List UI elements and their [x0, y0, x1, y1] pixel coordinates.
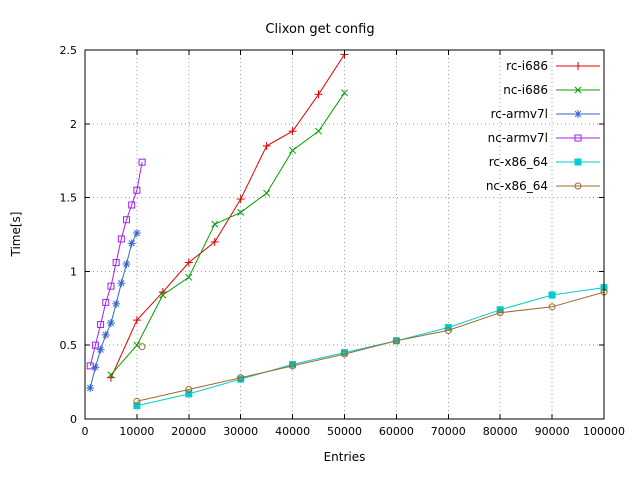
y-tick-label: 0: [70, 413, 77, 426]
y-tick-label: 1: [70, 265, 77, 278]
x-tick-label: 30000: [223, 425, 258, 438]
data-point-marker: [102, 331, 109, 339]
series-markers-nc-armv7l: [86, 158, 146, 370]
y-tick-label: 2.5: [60, 44, 78, 57]
x-tick-label: 70000: [431, 425, 466, 438]
legend-label-rc-i686: rc-i686: [506, 59, 548, 73]
legend-entry-nc-armv7l: nc-armv7l: [488, 131, 600, 145]
x-tick-label: 50000: [327, 425, 362, 438]
data-point-marker: [118, 280, 125, 287]
legend-label-nc-x86_64: nc-x86_64: [486, 179, 548, 193]
data-point-marker: [123, 260, 130, 268]
legend-sample-marker-nc-i686: [574, 86, 582, 94]
data-point-marker: [86, 384, 94, 392]
legend-entry-rc-armv7l: rc-armv7l: [491, 107, 600, 121]
x-tick-label: 80000: [483, 425, 518, 438]
data-point-marker: [112, 300, 120, 308]
legend-label-rc-x86_64: rc-x86_64: [489, 155, 548, 169]
y-axis-label: Time[s]: [9, 211, 23, 257]
y-tick-label: 1.5: [60, 192, 78, 205]
legend-sample-marker-rc-x86_64: [574, 158, 582, 166]
data-point-marker: [133, 341, 141, 349]
data-point-marker: [107, 319, 115, 327]
series-markers-rc-armv7l: [86, 229, 141, 393]
data-point-marker: [289, 362, 297, 370]
data-point-marker: [133, 229, 141, 237]
x-tick-label: 20000: [171, 425, 206, 438]
legend-sample-marker-nc-x86_64: [574, 182, 582, 190]
data-point-marker: [128, 201, 136, 209]
data-point-marker: [237, 374, 245, 382]
x-tick-label: 60000: [379, 425, 414, 438]
legend-sample-marker-rc-armv7l: [574, 110, 582, 118]
data-point-marker: [112, 259, 120, 267]
data-point-marker: [548, 291, 556, 299]
data-point-marker: [289, 146, 297, 154]
series-rc-armv7l: [86, 229, 141, 393]
data-point-marker: [138, 158, 146, 166]
legend: rc-i686 nc-i686 rc-armv7l nc-armv7l rc-x86_6…: [486, 59, 600, 193]
data-point-marker: [102, 298, 110, 306]
data-point-marker: [107, 282, 115, 290]
x-tick-label: 40000: [275, 425, 310, 438]
x-tick-label: 90000: [535, 425, 570, 438]
data-point-marker-outlier: [138, 343, 146, 351]
series-line-nc-x86_64: [136, 291, 605, 402]
series-line-rc-i686: [110, 54, 345, 378]
data-point-marker: [341, 350, 348, 358]
legend-entry-nc-i686: nc-i686: [503, 83, 600, 97]
x-axis-label: Entries: [323, 450, 366, 464]
data-point-marker: [185, 273, 193, 281]
series-line-nc-armv7l: [89, 162, 143, 367]
series-line-rc-x86_64: [136, 287, 605, 407]
data-point-marker: [117, 235, 125, 243]
y-tick-label: 2: [70, 118, 77, 131]
legend-entry-rc-x86_64: rc-x86_64: [489, 155, 600, 169]
data-point-marker: [123, 216, 131, 224]
data-point-marker: [444, 326, 452, 334]
series-line-rc-armv7l: [89, 232, 138, 389]
data-point-marker: [185, 385, 193, 393]
data-point-marker: [392, 337, 400, 345]
data-point-marker: [263, 189, 271, 197]
data-point-marker: [133, 186, 141, 194]
data-point-marker: [86, 362, 94, 370]
series-nc-i686: [107, 89, 348, 379]
legend-sample-marker-nc-armv7l: [574, 134, 582, 142]
chart-title: Clixon get config: [265, 22, 375, 37]
legend-label-rc-armv7l: rc-armv7l: [491, 107, 548, 121]
data-point-marker: [237, 208, 245, 216]
data-point-marker: [548, 303, 556, 311]
data-point-marker: [315, 127, 323, 135]
data-point-marker: [496, 309, 504, 317]
series-nc-armv7l: [86, 158, 146, 370]
y-tick-label: 0.5: [60, 339, 78, 352]
data-point-marker: [211, 220, 219, 228]
series-line-nc-i686: [110, 92, 345, 376]
data-point-marker: [91, 341, 99, 349]
legend-label-nc-i686: nc-i686: [503, 83, 548, 97]
axis-ticks: [84, 49, 605, 420]
legend-entry-nc-x86_64: nc-x86_64: [486, 179, 600, 193]
x-tick-label: 100000: [583, 425, 625, 438]
data-point-marker: [97, 346, 104, 353]
data-point-marker: [159, 291, 167, 299]
data-point-marker: [185, 390, 193, 398]
axis-tick-labels: 0 10000 20000 30000 40000 50000 60000 70000 8000…: [60, 44, 626, 438]
x-tick-label: 10000: [119, 425, 154, 438]
data-point-marker: [107, 371, 115, 379]
data-point-marker: [97, 321, 105, 329]
data-point-marker: [133, 402, 141, 410]
series-markers-nc-i686: [107, 89, 348, 379]
data-point-marker: [133, 397, 141, 405]
data-point-marker: [128, 240, 135, 247]
legend-entry-rc-i686: rc-i686: [506, 59, 600, 73]
data-point-marker: [341, 89, 348, 97]
x-tick-label: 0: [82, 425, 89, 438]
legend-label-nc-armv7l: nc-armv7l: [488, 131, 548, 145]
